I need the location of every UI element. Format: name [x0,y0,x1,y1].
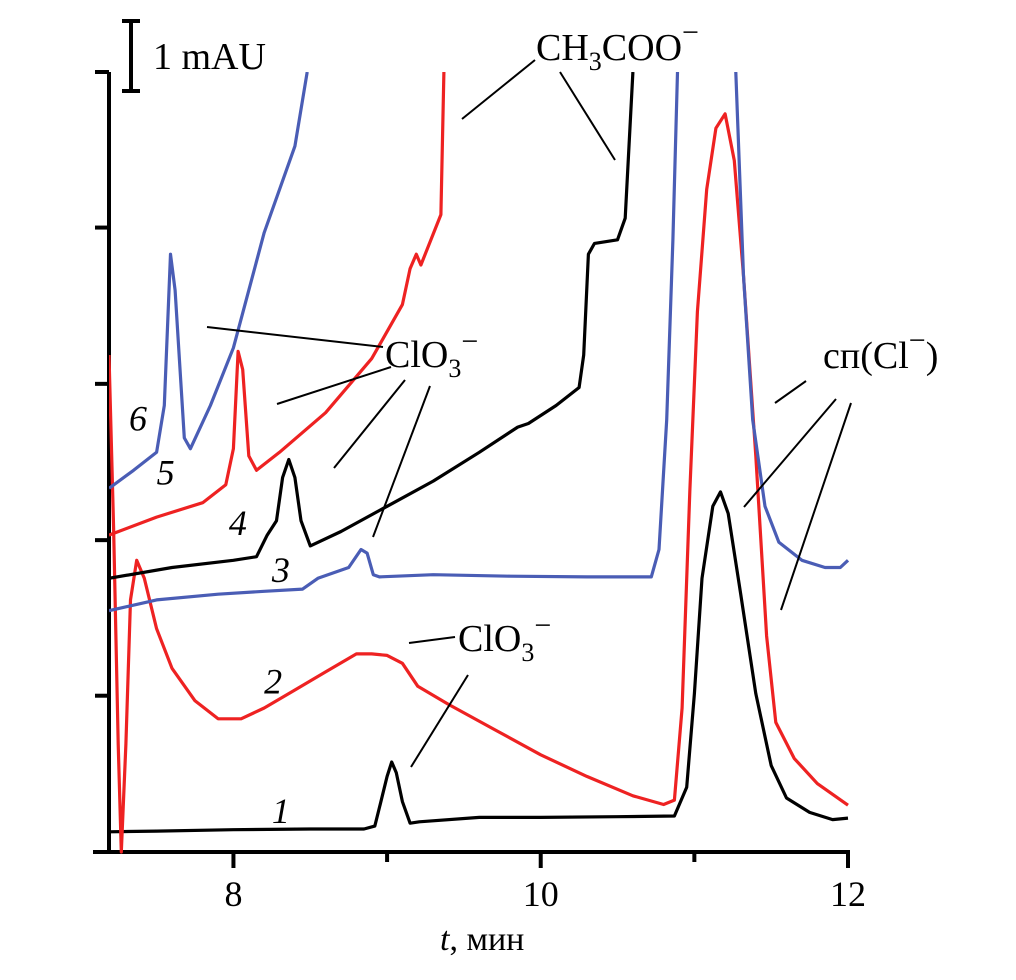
curve-label-1: 1 [272,791,290,831]
scale-bar-label: 1 mAU [153,36,266,78]
leader-chlorate-6 [206,326,384,348]
leader-chlorate-4 [333,379,406,469]
curve-2 [109,112,849,854]
y-ticks [95,70,109,854]
leader-acetate-4 [559,71,616,161]
x-tick-label-1: 10 [523,874,559,914]
x-ticks [231,852,850,868]
x-tick-labels: 8 10 12 [224,874,866,914]
leader-chlorate-2 [408,636,456,644]
x-tick-label-0: 8 [224,874,242,914]
annotation-system-peak: сп(Cl−) [823,324,938,377]
curve-6 [109,72,309,490]
x-tick-label-2: 12 [830,874,866,914]
curve-1 [109,490,849,834]
leader-chlorate-3 [372,385,431,538]
annotations: CH3COO− ClO3− ClO3− сп(Cl−) [385,16,938,667]
annotation-acetate: CH3COO− [536,16,699,76]
scale-bar: 1 mAU [122,19,266,93]
curve-3 [109,72,680,613]
leader-chlorate-1 [410,674,469,768]
leader-lines [206,59,852,768]
curve-5 [109,72,446,537]
curve-label-4: 4 [229,503,247,543]
leader-acetate-5 [461,59,536,120]
annotation-chlorate-upper: ClO3− [385,325,478,383]
curves [109,72,850,854]
x-axis-title: t, мин [440,921,524,958]
leader-sp-2 [780,402,852,611]
curve-label-2: 2 [264,662,282,702]
leader-sp-6 [774,380,807,404]
curve-label-3: 3 [271,550,290,590]
leader-sp-1 [743,398,837,508]
curve-label-6: 6 [129,399,147,439]
curve-label-5: 5 [157,453,175,493]
curve-4 [109,72,635,580]
annotation-chlorate-lower: ClO3− [458,609,551,667]
curve-3-tail [734,72,850,570]
leader-chlorate-5 [276,366,392,405]
axes: 8 10 12 [93,70,866,914]
